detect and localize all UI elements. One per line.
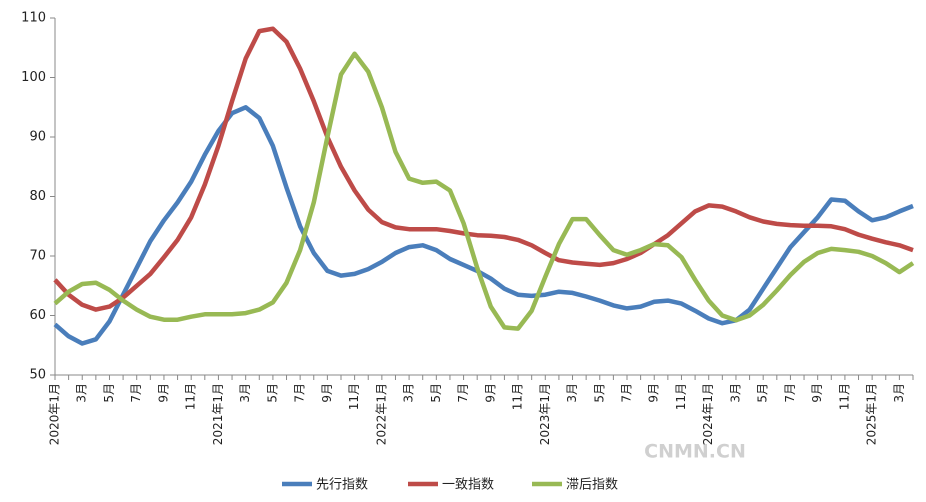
x-tick-label: 11月 (674, 383, 688, 410)
x-tick-label: 9月 (483, 383, 497, 403)
y-tick-label: 60 (29, 308, 46, 323)
watermark: CNMN.CN (644, 441, 746, 463)
x-tick-label: 9月 (156, 383, 170, 403)
line-series (53, 51, 915, 331)
legend-label: 一致指数 (442, 478, 494, 493)
x-tick-label: 11月 (347, 383, 361, 410)
x-tick-label: 9月 (320, 383, 334, 403)
line-series (53, 26, 914, 312)
y-tick-label: 50 (29, 368, 46, 383)
x-tick-label: 5月 (102, 383, 116, 403)
x-tick-label: 7月 (129, 383, 143, 403)
x-tick-label: 9月 (810, 383, 824, 403)
x-tick-label: 2023年1月 (538, 383, 552, 445)
x-tick-label: 3月 (565, 383, 579, 403)
x-tick-label: 3月 (728, 383, 742, 403)
x-tick-label: 5月 (756, 383, 770, 403)
x-tick-label: 3月 (402, 383, 416, 403)
x-tick-label: 5月 (429, 383, 443, 403)
x-tick-label: 3月 (75, 383, 89, 403)
y-tick-label: 70 (29, 249, 46, 264)
x-tick-label: 11月 (184, 383, 198, 410)
x-tick-label: 11月 (837, 383, 851, 410)
y-tick-label: 90 (29, 130, 46, 145)
x-tick-label: 2022年1月 (374, 383, 388, 445)
y-tick-label: 80 (29, 189, 46, 204)
x-tick-label: 2021年1月 (211, 383, 225, 445)
x-tick-label: 7月 (783, 383, 797, 403)
x-tick-label: 3月 (238, 383, 252, 403)
y-tick-label: 100 (21, 70, 46, 85)
x-tick-label: 9月 (647, 383, 661, 403)
x-tick-label: 2024年1月 (701, 383, 715, 445)
legend-label: 先行指数 (316, 478, 368, 493)
x-tick-label: 7月 (456, 383, 470, 403)
x-tick-label: 11月 (511, 383, 525, 410)
x-tick-label: 2020年1月 (48, 383, 62, 445)
x-tick-label: 2025年1月 (865, 383, 879, 445)
x-tick-label: 3月 (892, 383, 906, 403)
x-tick-label: 5月 (592, 383, 606, 403)
line-series (53, 105, 914, 346)
x-tick-label: 5月 (265, 383, 279, 403)
x-tick-label: 7月 (293, 383, 307, 403)
y-tick-label: 110 (21, 11, 46, 26)
legend-label: 滞后指数 (566, 478, 618, 493)
x-tick-label: 7月 (620, 383, 634, 403)
